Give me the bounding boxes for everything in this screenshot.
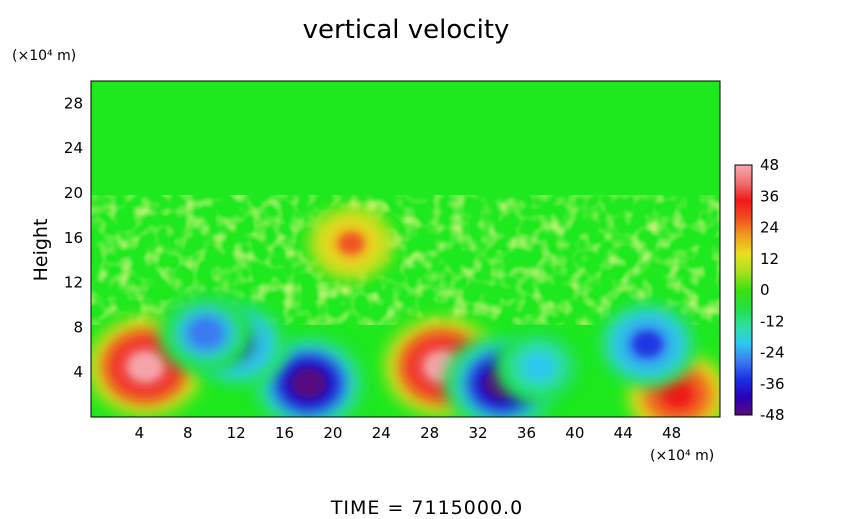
contour-ring xyxy=(192,321,220,345)
x-tick-label: 28 xyxy=(420,424,439,442)
y-tick-label: 24 xyxy=(64,139,83,157)
x-axis-ticks: 4 8 12 16 20 24 28 32 36 40 44 48 xyxy=(135,424,682,442)
colorbar-tick-label: 12 xyxy=(760,250,779,268)
colorbar-tick-label: -36 xyxy=(760,375,785,393)
colorbar-tick-label: 36 xyxy=(760,187,779,205)
plot-frame xyxy=(90,80,721,418)
y-axis-unit: (×10⁴ m) xyxy=(12,48,76,64)
plot-area xyxy=(91,81,720,417)
downdraft-cell xyxy=(495,330,582,403)
x-tick-label: 40 xyxy=(565,424,584,442)
colorbar-ticks: 48 36 24 12 0 -12 -24 -36 -48 xyxy=(760,156,785,424)
velocity-features xyxy=(91,207,720,417)
x-tick-label: 20 xyxy=(323,424,342,442)
contour-ring xyxy=(632,331,663,357)
y-tick-label: 16 xyxy=(64,229,83,247)
colorbar-tick-label: -24 xyxy=(760,344,785,362)
y-tick-label: 8 xyxy=(73,318,83,336)
y-tick-label: 28 xyxy=(64,94,83,112)
x-tick-label: 36 xyxy=(517,424,536,442)
y-tick-label: 12 xyxy=(64,274,83,292)
x-tick-label: 48 xyxy=(662,424,681,442)
chart-title: vertical velocity xyxy=(303,15,510,45)
contour-ring xyxy=(338,232,364,255)
x-tick-label: 8 xyxy=(183,424,193,442)
x-tick-label: 24 xyxy=(372,424,391,442)
colorbar-tick-label: 24 xyxy=(760,219,779,237)
x-tick-label: 44 xyxy=(614,424,633,442)
time-readout: TIME = 7115000.0 xyxy=(330,497,523,519)
downdraft-cell xyxy=(159,293,253,373)
x-tick-label: 16 xyxy=(275,424,294,442)
x-tick-label: 4 xyxy=(135,424,145,442)
y-axis-label: Height xyxy=(30,219,52,282)
y-tick-label: 20 xyxy=(64,184,83,202)
colorbar-tick-label: -12 xyxy=(760,312,785,330)
colorbar-tick-label: 48 xyxy=(760,156,779,174)
x-tick-label: 32 xyxy=(469,424,488,442)
x-tick-label: 12 xyxy=(227,424,246,442)
colorbar-tick-label: 0 xyxy=(760,281,770,299)
contour-ring xyxy=(291,368,327,399)
colorbar-tick-label: -48 xyxy=(760,406,785,424)
downdraft-cell xyxy=(596,301,699,388)
y-axis-ticks: 4 8 12 16 20 24 28 xyxy=(64,94,83,381)
contour-ring xyxy=(128,351,163,382)
updraft-cell xyxy=(308,207,394,280)
contour-ring xyxy=(662,381,693,408)
colorbar-gradient xyxy=(734,164,753,416)
y-tick-label: 4 xyxy=(73,363,83,381)
colorbar: 48 36 24 12 0 -12 -24 -36 -48 xyxy=(734,156,785,424)
contour-ring xyxy=(525,355,552,378)
x-axis-unit: (×10⁴ m) xyxy=(650,448,714,464)
